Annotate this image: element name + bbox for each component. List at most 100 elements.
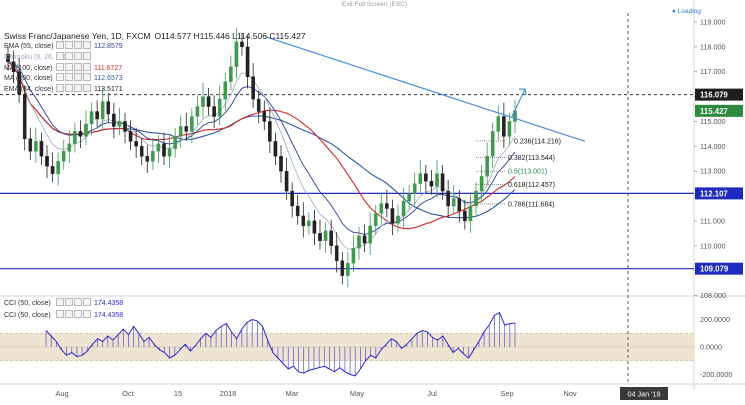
candle-body	[73, 131, 77, 145]
candle-body	[112, 113, 116, 127]
time-tick-label: 2018	[220, 389, 237, 398]
candle-body	[435, 173, 439, 187]
candle-body	[457, 198, 462, 212]
eye-icon[interactable]	[56, 41, 64, 49]
close-icon[interactable]	[74, 73, 82, 82]
price-tick-label: 119.000	[700, 18, 725, 27]
candle-body	[279, 156, 283, 172]
indicator-name: CCI (50, close)	[4, 300, 51, 307]
candle-body	[139, 146, 144, 157]
candle-body	[485, 156, 489, 177]
candle-body	[212, 106, 216, 117]
candle-body	[234, 41, 239, 67]
price-tick-label: 114.000	[700, 142, 725, 151]
close-icon[interactable]	[74, 62, 82, 71]
indicator-row-ema34[interactable]: EMA (34, close) 113.5171	[4, 84, 306, 95]
close-icon[interactable]	[74, 310, 82, 318]
candle-body	[145, 156, 150, 162]
more-icon[interactable]	[83, 62, 91, 71]
candle-body	[128, 131, 133, 142]
forecast-arrow	[511, 88, 526, 117]
candle-body	[490, 131, 495, 157]
time-tick-label: Sep	[500, 389, 513, 398]
more-icon[interactable]	[83, 298, 91, 306]
candle-body	[106, 101, 111, 115]
price-tick-label: 108.000	[700, 291, 726, 300]
price-badge	[695, 88, 743, 101]
more-icon[interactable]	[83, 310, 91, 318]
candle-body	[251, 76, 255, 100]
indicator-name: MA (200, close)	[4, 75, 53, 83]
candle-body	[89, 111, 94, 125]
close-icon[interactable]	[74, 84, 82, 93]
candle-body	[318, 233, 322, 242]
more-icon[interactable]	[83, 51, 91, 60]
settings-icon[interactable]	[65, 62, 73, 71]
candle-body	[273, 141, 278, 157]
price-tick-label: 117.000	[700, 67, 725, 76]
candle-body	[440, 173, 445, 192]
settings-icon[interactable]	[65, 41, 73, 49]
candle-body	[307, 220, 311, 227]
candle-body	[429, 180, 434, 187]
candle-body	[295, 205, 300, 217]
candle-body	[379, 203, 384, 214]
eye-icon[interactable]	[56, 84, 64, 93]
symbol-title: Swiss Franc/Japanese Yen, 1D, FXCM O114.5…	[4, 31, 306, 41]
candle-body	[362, 235, 367, 244]
candle-body	[34, 141, 38, 152]
cci-row-2[interactable]: CCI (50, close) 174.4358	[4, 310, 123, 322]
cci-row-1[interactable]: CCI (50, close) 174.4358	[4, 298, 123, 310]
indicator-name: Ichimoku (9, 26, 52)	[4, 53, 66, 61]
candle-body	[401, 200, 406, 217]
candle-body	[11, 61, 16, 72]
more-icon[interactable]	[83, 41, 91, 49]
eye-icon[interactable]	[56, 298, 64, 306]
indicator-row-ma200[interactable]: MA (200, close) 112.6573	[4, 73, 306, 84]
ichimoku-line	[7, 61, 516, 250]
exit-fullscreen-button[interactable]: Exit Full Screen (ESC)	[342, 1, 408, 8]
close-icon[interactable]	[74, 298, 82, 306]
settings-icon[interactable]	[65, 310, 73, 318]
eye-icon[interactable]	[56, 310, 64, 318]
indicator-row-ichimoku[interactable]: Ichimoku (9, 26, 52)	[4, 51, 306, 63]
cci-legend: CCI (50, close) 174.4358 CCI (50, close)…	[4, 298, 123, 322]
candle-body	[229, 66, 233, 82]
eye-icon[interactable]	[56, 73, 64, 82]
candle-body	[424, 173, 428, 182]
range-label: 04 Jan '19	[628, 390, 661, 399]
candle-body	[346, 262, 350, 276]
more-icon[interactable]	[83, 84, 91, 93]
candle-body	[262, 111, 267, 122]
candle-body	[502, 116, 506, 137]
candle-body	[290, 190, 294, 207]
candle-body	[17, 71, 21, 95]
price-badge-label: 112.107	[700, 189, 728, 198]
indicator-row-ma100[interactable]: MA (100, close) 111.6727	[4, 62, 306, 74]
more-icon[interactable]	[83, 73, 91, 82]
indicator-name: EMA (34, close)	[4, 86, 54, 94]
candle-body	[217, 98, 222, 117]
settings-icon[interactable]	[65, 84, 73, 93]
time-tick-label: Jul	[427, 389, 437, 398]
candle-body	[134, 141, 138, 147]
candle-body	[468, 205, 473, 222]
candle-body	[156, 143, 161, 152]
candle-body	[412, 183, 417, 194]
settings-icon[interactable]	[65, 298, 73, 306]
eye-icon[interactable]	[56, 62, 64, 71]
candle-body	[28, 138, 33, 152]
close-icon[interactable]	[74, 51, 82, 60]
candle-body	[184, 126, 189, 132]
settings-icon[interactable]	[65, 51, 73, 60]
candle-body	[45, 156, 49, 167]
candle-body	[385, 203, 389, 209]
indicator-row-ema55[interactable]: EMA (55, close) 112.8579	[4, 41, 306, 52]
close-icon[interactable]	[74, 41, 82, 49]
candle-body	[95, 111, 99, 120]
eye-icon[interactable]	[56, 51, 64, 60]
settings-icon[interactable]	[65, 73, 73, 82]
price-badge-label: 115.427	[700, 107, 728, 116]
candle-body	[67, 143, 72, 152]
